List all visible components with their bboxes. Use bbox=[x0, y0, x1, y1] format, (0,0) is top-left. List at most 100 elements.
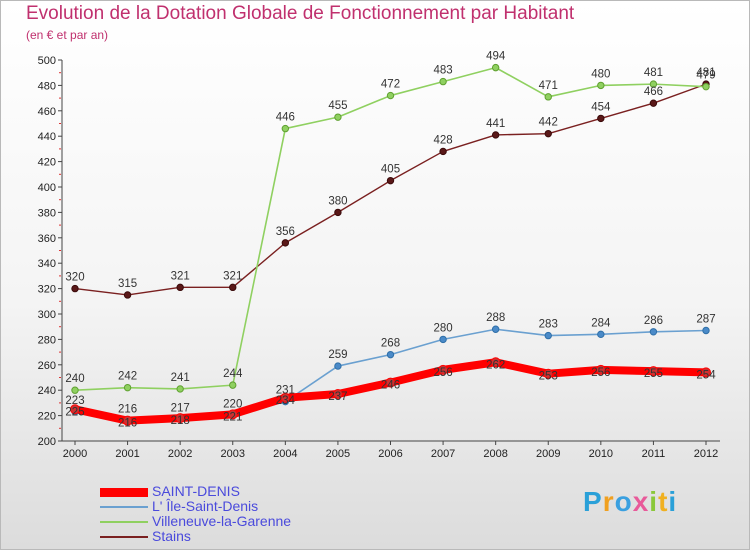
chart-title: Evolution de la Dotation Globale de Fonc… bbox=[26, 3, 575, 24]
data-point-saint-denis bbox=[227, 409, 238, 420]
y-tick-label: 480 bbox=[38, 80, 56, 92]
data-point-villeneuve bbox=[491, 63, 500, 72]
data-point-stains bbox=[597, 114, 605, 123]
data-point-villeneuve bbox=[544, 93, 552, 101]
data-label-saint-denis: 254 bbox=[696, 369, 716, 381]
data-label-ile-saint-denis: 286 bbox=[644, 315, 663, 327]
data-label-saint-denis: 262 bbox=[486, 359, 505, 371]
data-point-stains bbox=[176, 283, 184, 292]
data-label-stains: 380 bbox=[328, 195, 347, 207]
y-tick-label: 380 bbox=[38, 207, 56, 219]
y-tick-label: 340 bbox=[38, 258, 56, 270]
data-label-ile-saint-denis: 284 bbox=[591, 317, 611, 329]
logo-letter: t bbox=[658, 486, 669, 517]
data-point-stains bbox=[334, 208, 342, 217]
data-label-stains: 442 bbox=[539, 117, 558, 129]
x-tick-label: 2008 bbox=[483, 448, 507, 460]
legend-label-stains: Stains bbox=[152, 528, 191, 544]
y-tick-label: 320 bbox=[38, 284, 56, 296]
data-point-stains bbox=[544, 129, 552, 138]
data-label-ile-saint-denis: 223 bbox=[65, 395, 84, 407]
data-point-villeneuve bbox=[334, 113, 342, 121]
y-tick-label: 440 bbox=[38, 131, 56, 143]
data-label-saint-denis: 256 bbox=[591, 367, 610, 379]
logo-letter: P bbox=[583, 486, 603, 517]
data-label-villeneuve: 242 bbox=[118, 371, 137, 383]
data-label-ile-saint-denis: 268 bbox=[381, 338, 400, 350]
x-tick-label: 2011 bbox=[642, 448, 666, 460]
data-label-villeneuve: 483 bbox=[433, 65, 452, 77]
data-point-saint-denis bbox=[648, 366, 659, 377]
data-label-ile-saint-denis: 283 bbox=[539, 319, 558, 331]
data-point-saint-denis bbox=[122, 415, 133, 426]
y-tick-label: 260 bbox=[38, 360, 56, 372]
data-point-saint-denis bbox=[332, 389, 343, 400]
data-point-saint-denis bbox=[280, 392, 291, 403]
data-label-villeneuve: 446 bbox=[276, 112, 295, 124]
data-point-saint-denis bbox=[490, 357, 501, 368]
data-point-ile-saint-denis bbox=[544, 331, 552, 340]
legend-label-ile-saint-denis: L' Île-Saint-Denis bbox=[152, 498, 259, 514]
x-tick-label: 2012 bbox=[694, 448, 718, 460]
data-label-stains: 320 bbox=[65, 272, 84, 284]
data-point-stains bbox=[71, 284, 79, 293]
data-point-villeneuve bbox=[439, 77, 447, 86]
data-point-saint-denis bbox=[595, 364, 606, 375]
x-tick-label: 2004 bbox=[273, 448, 297, 460]
data-label-stains: 466 bbox=[644, 86, 663, 98]
data-label-ile-saint-denis: 220 bbox=[223, 399, 242, 411]
data-point-ile-saint-denis bbox=[386, 350, 395, 359]
x-tick-label: 2009 bbox=[536, 448, 560, 460]
data-label-stains: 441 bbox=[486, 118, 505, 130]
data-point-villeneuve bbox=[702, 82, 710, 91]
x-tick-label: 2010 bbox=[589, 448, 613, 460]
logo-letter: x bbox=[632, 486, 650, 517]
x-tick-label: 2006 bbox=[378, 448, 402, 460]
data-label-saint-denis: 253 bbox=[539, 371, 558, 383]
logo-letter: o bbox=[614, 486, 633, 517]
data-label-villeneuve: 241 bbox=[171, 372, 190, 384]
data-label-stains: 428 bbox=[433, 134, 452, 146]
data-label-ile-saint-denis: 231 bbox=[276, 385, 295, 397]
data-point-stains bbox=[386, 176, 395, 185]
data-label-stains: 321 bbox=[171, 270, 190, 282]
data-point-ile-saint-denis bbox=[597, 330, 605, 339]
data-point-ile-saint-denis bbox=[334, 362, 342, 370]
data-label-stains: 405 bbox=[381, 164, 400, 176]
data-point-villeneuve bbox=[649, 80, 658, 88]
data-label-ile-saint-denis: 217 bbox=[171, 402, 190, 414]
data-label-stains: 454 bbox=[591, 101, 611, 113]
data-point-villeneuve bbox=[386, 91, 395, 100]
legend-label-villeneuve: Villeneuve-la-Garenne bbox=[152, 513, 292, 529]
data-label-ile-saint-denis: 280 bbox=[433, 322, 452, 334]
data-label-villeneuve: 240 bbox=[65, 373, 84, 385]
logo-letter: i bbox=[668, 486, 678, 517]
series-line-stains bbox=[74, 83, 707, 296]
data-point-villeneuve bbox=[123, 383, 132, 392]
data-point-villeneuve bbox=[281, 124, 290, 133]
x-tick-label: 2003 bbox=[221, 448, 245, 460]
data-point-stains bbox=[439, 147, 447, 156]
data-point-stains bbox=[229, 283, 237, 292]
data-label-villeneuve: 494 bbox=[486, 51, 506, 63]
data-label-stains: 321 bbox=[223, 270, 242, 282]
data-label-villeneuve: 471 bbox=[539, 80, 558, 92]
data-label-villeneuve: 455 bbox=[328, 100, 347, 112]
x-tick-label: 2005 bbox=[326, 448, 350, 460]
x-tick-label: 2002 bbox=[168, 448, 192, 460]
data-point-stains bbox=[491, 131, 500, 139]
data-point-stains bbox=[649, 99, 658, 107]
data-point-saint-denis bbox=[175, 413, 186, 424]
data-label-saint-denis: 237 bbox=[328, 391, 347, 403]
data-label-villeneuve: 472 bbox=[381, 79, 400, 91]
data-point-villeneuve bbox=[597, 81, 605, 90]
data-point-saint-denis bbox=[70, 404, 80, 415]
data-point-villeneuve bbox=[229, 381, 237, 389]
y-tick-label: 280 bbox=[38, 334, 56, 346]
data-point-villeneuve bbox=[71, 386, 79, 394]
legend-swatch-ile-saint-denis bbox=[100, 506, 148, 508]
data-label-villeneuve: 481 bbox=[644, 67, 663, 79]
x-tick-label: 2000 bbox=[63, 448, 87, 460]
y-tick-label: 500 bbox=[38, 55, 56, 67]
